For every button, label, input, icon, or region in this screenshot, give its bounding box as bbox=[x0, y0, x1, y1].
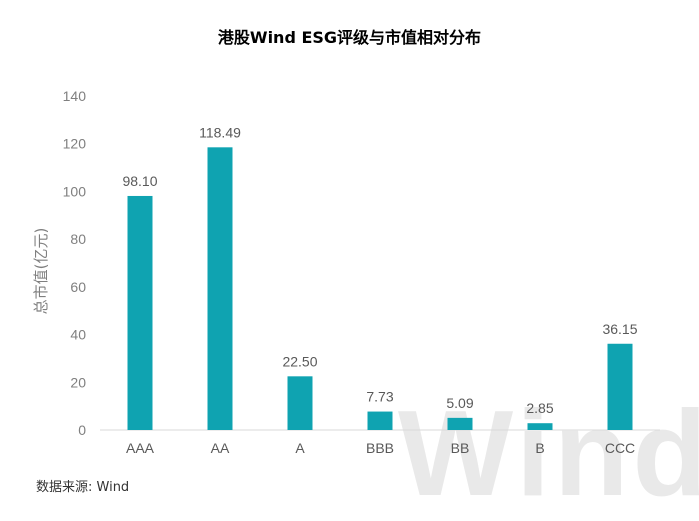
bar-value-label: 7.73 bbox=[366, 389, 393, 405]
x-category-label: AAA bbox=[126, 440, 155, 456]
value-labels-group: 98.10 118.49 22.50 7.73 5.09 2.85 36.15 bbox=[122, 124, 637, 416]
x-category-label: B bbox=[535, 440, 544, 456]
bar bbox=[367, 411, 393, 430]
category-labels-group: AAA AA A BBB BB B CCC bbox=[126, 440, 635, 456]
x-category-label: BBB bbox=[366, 440, 394, 456]
x-category-label: A bbox=[295, 440, 305, 456]
bar bbox=[127, 195, 153, 430]
y-tick-label: 0 bbox=[78, 422, 86, 438]
bar-value-label: 36.15 bbox=[602, 321, 637, 337]
y-axis-label: 总市值(亿元) bbox=[32, 228, 50, 315]
bar-value-label: 22.50 bbox=[282, 353, 317, 369]
bar bbox=[447, 417, 473, 430]
y-axis-ticks: 0 20 40 60 80 100 120 140 bbox=[63, 88, 87, 438]
bar bbox=[607, 343, 633, 430]
bar bbox=[527, 423, 553, 430]
bar-value-label: 118.49 bbox=[199, 124, 241, 140]
bar-value-label: 5.09 bbox=[446, 395, 473, 411]
x-category-label: AA bbox=[211, 440, 230, 456]
y-tick-label: 140 bbox=[63, 88, 87, 104]
bar bbox=[287, 376, 313, 430]
x-category-label: BB bbox=[451, 440, 470, 456]
y-tick-label: 40 bbox=[70, 327, 86, 343]
bar bbox=[207, 147, 233, 430]
y-tick-label: 80 bbox=[70, 231, 86, 247]
y-tick-label: 20 bbox=[70, 374, 86, 390]
wind-watermark: Wind bbox=[398, 385, 699, 521]
bar-value-label: 2.85 bbox=[526, 400, 553, 416]
bar-value-label: 98.10 bbox=[122, 173, 157, 189]
data-source-note: 数据来源: Wind bbox=[36, 480, 130, 495]
chart-title: 港股Wind ESG评级与市值相对分布 bbox=[217, 28, 482, 47]
y-tick-label: 120 bbox=[63, 136, 87, 152]
x-category-label: CCC bbox=[605, 440, 635, 456]
y-tick-label: 100 bbox=[63, 183, 87, 199]
y-tick-label: 60 bbox=[70, 279, 86, 295]
bars-group bbox=[127, 147, 633, 430]
